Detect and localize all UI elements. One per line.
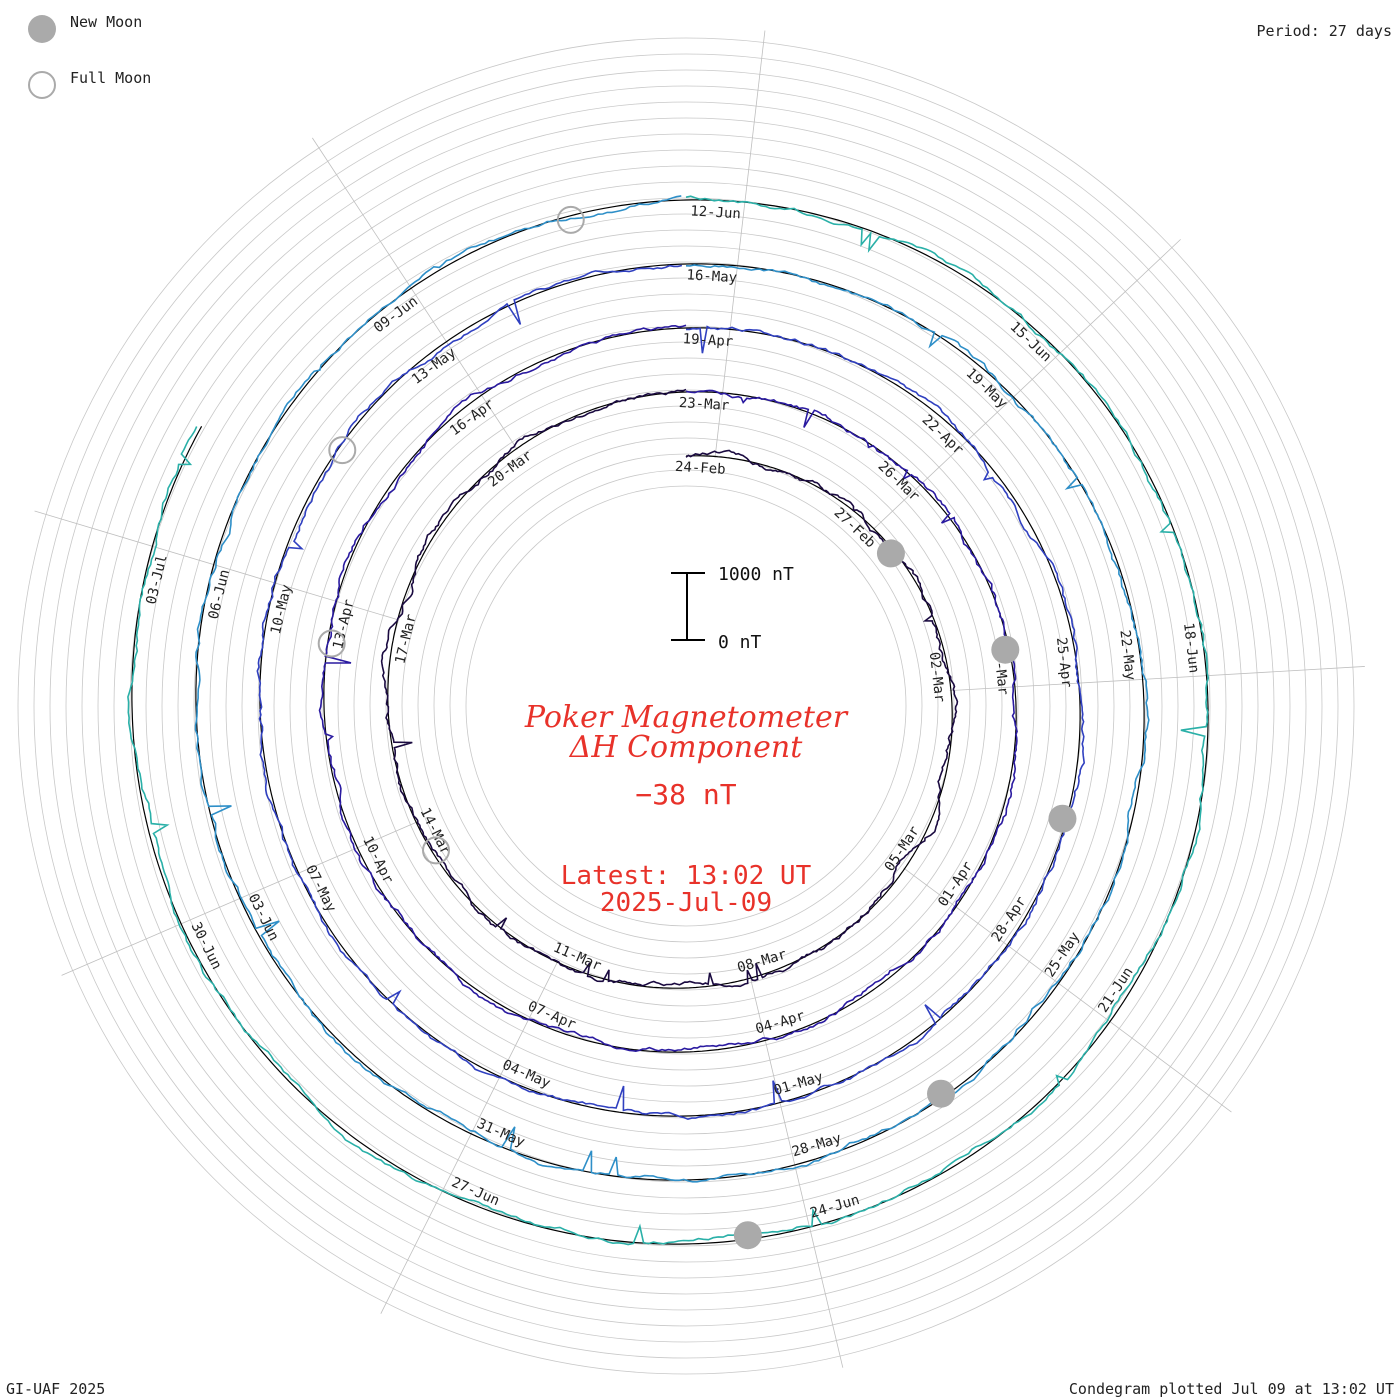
latest-value: −38 nT [635, 778, 736, 811]
grid-circle [449, 469, 923, 943]
grid-circle [337, 357, 1035, 1055]
credit-label: GI-UAF 2025 [6, 1380, 106, 1398]
date-label: 18-Jun [1180, 622, 1202, 674]
new-moon-legend-icon [28, 15, 56, 43]
grid-circle [193, 213, 1179, 1199]
grid-circle [417, 437, 955, 975]
grid-circle [97, 117, 1275, 1295]
grid-circle [241, 261, 1131, 1151]
radial-gridline [872, 239, 1181, 530]
date-label: 31-May [474, 1116, 527, 1151]
grid-circle [465, 485, 907, 927]
date-label: 01-May [772, 1069, 825, 1099]
series-trace-rotation-5 [127, 195, 1210, 1246]
radial-gridline [714, 30, 766, 458]
full-moon-marker [556, 205, 585, 234]
date-label: 24-Jun [808, 1192, 861, 1222]
grid-circle [353, 373, 1019, 1039]
grid-circle [65, 85, 1307, 1327]
date-label: 28-May [790, 1131, 843, 1161]
date-label: 12-Jun [690, 203, 741, 222]
date-label: 27-Jun [449, 1175, 502, 1210]
chart-title-line2: ΔH Component [569, 730, 803, 765]
series-trace-rotation-3 [256, 264, 1086, 1121]
grid-circle [129, 149, 1243, 1263]
grid-circle [33, 53, 1339, 1359]
chart-title-line1: Poker Magnetometer [524, 700, 849, 735]
date-label: 06-Jun [206, 568, 233, 621]
grid-circle [145, 165, 1227, 1247]
grid-circle [209, 229, 1163, 1183]
plotted-label: Condegram plotted Jul 09 at 13:02 UT [1068, 1380, 1394, 1398]
full-moon-legend-label: Full Moon [70, 69, 152, 87]
date-label: 10-Apr [359, 834, 396, 886]
grid-circle [385, 405, 987, 1007]
grid-circle [161, 181, 1211, 1231]
grid-circle [257, 277, 1115, 1135]
date-label: 13-May [409, 345, 459, 388]
date-label: 16-May [686, 267, 737, 286]
full-moon-marker [422, 836, 451, 865]
date-label: 04-Apr [754, 1008, 807, 1038]
new-moon-marker [733, 1221, 762, 1250]
latest-date: 2025-Jul-09 [600, 888, 772, 918]
latest-time: Latest: 13:02 UT [561, 861, 812, 891]
grid-circle [113, 133, 1259, 1279]
radial-gridline [311, 137, 518, 450]
grid-circle [321, 341, 1051, 1071]
grid-circle [401, 421, 971, 991]
new-moon-marker [991, 635, 1020, 664]
date-label: 03-Jun [245, 891, 282, 943]
series-trace-rotation-4 [194, 195, 1150, 1183]
series-trace-rotation-1 [380, 388, 959, 988]
date-label: 22-May [1116, 629, 1138, 681]
new-moon-legend-label: New Moon [70, 13, 143, 31]
date-label: 03-Jul [143, 553, 170, 606]
grid-circle [225, 245, 1147, 1167]
date-label: 23-Mar [678, 395, 729, 414]
date-label: 07-Apr [525, 998, 578, 1033]
grid-circle [49, 69, 1323, 1343]
radial-gridline [903, 867, 1232, 1113]
new-moon-marker [876, 539, 905, 568]
radial-gridline [749, 976, 844, 1368]
series-trace-rotation-2 [318, 324, 1018, 1053]
date-label: 30-Jun [188, 920, 225, 972]
date-label: 04-May [500, 1057, 553, 1092]
full-moon-marker [317, 629, 346, 658]
grid-circle [17, 37, 1355, 1375]
new-moon-marker [927, 1079, 956, 1108]
grid-circle [177, 197, 1195, 1215]
scale-top-label: 1000 nT [718, 564, 794, 585]
radial-gridline [949, 666, 1365, 692]
scale-bottom-label: 0 nT [718, 632, 762, 653]
grid-circle [81, 101, 1291, 1311]
grid-circle [433, 453, 939, 959]
full-moon-marker [328, 436, 357, 465]
date-label: 02-Mar [926, 651, 948, 703]
date-label: 25-Apr [1053, 636, 1075, 688]
new-moon-marker [1048, 804, 1077, 833]
full-moon-legend-icon [28, 71, 56, 99]
period-label: Period: 27 days [1256, 22, 1392, 40]
date-label: 11-Mar [551, 940, 604, 975]
date-label: 24-Feb [675, 459, 726, 478]
date-label: 19-Apr [682, 331, 733, 350]
